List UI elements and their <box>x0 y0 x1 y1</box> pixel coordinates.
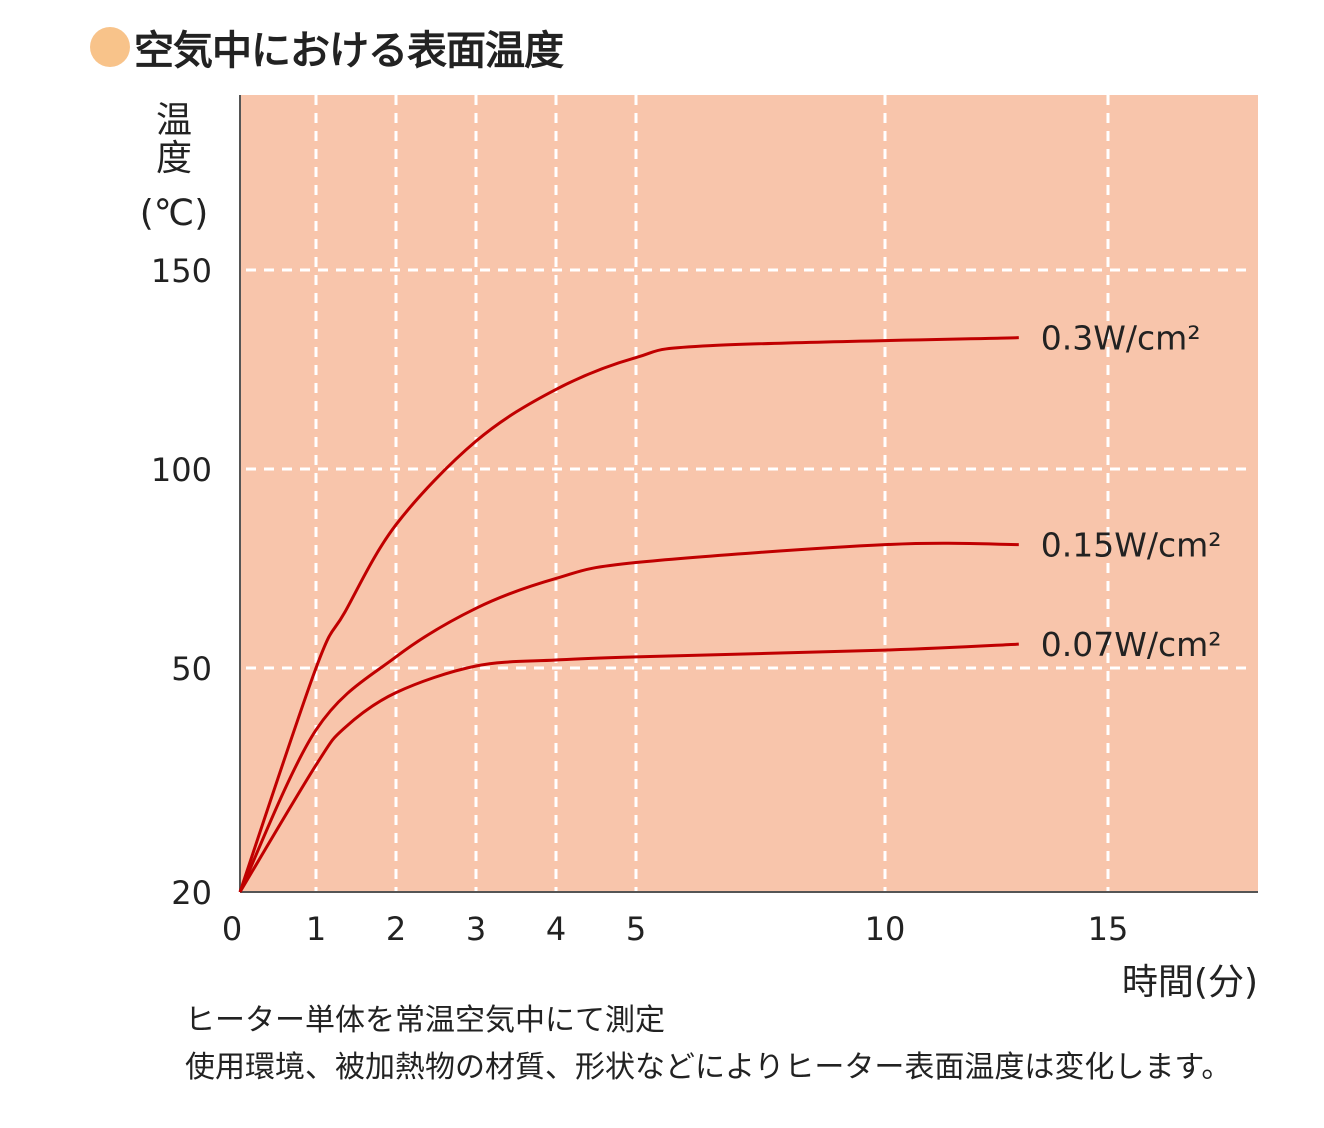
x-tick-label: 2 <box>386 910 406 948</box>
y-axis-label: 度 <box>156 138 192 179</box>
title-text: 空気中における表面温度 <box>134 28 564 74</box>
series-label: 0.15W/cm² <box>1041 526 1222 565</box>
series-label: 0.3W/cm² <box>1041 319 1201 358</box>
x-tick-label: 10 <box>865 910 906 948</box>
y-tick-label: 50 <box>171 650 212 688</box>
x-tick-label: 1 <box>306 910 326 948</box>
chart-title: 空気中における表面温度 <box>90 18 564 76</box>
y-axis-label: (℃) <box>140 193 209 234</box>
x-axis-label: 時間(分) <box>1122 962 1258 1003</box>
x-tick-label: 5 <box>626 910 646 948</box>
y-tick-label: 100 <box>151 451 212 489</box>
y-tick-label: 20 <box>171 874 212 912</box>
note-2: 使用環境、被加熱物の材質、形状などによりヒーター表面温度は変化します。 <box>185 1050 1232 1085</box>
series-line <box>238 541 1019 893</box>
y-axis-label: 温 <box>156 100 192 141</box>
series-line <box>238 336 1019 893</box>
title-bullet-icon <box>90 27 130 67</box>
x-tick-label: 4 <box>546 910 566 948</box>
series-label: 0.07W/cm² <box>1041 625 1222 664</box>
x-tick-label: 3 <box>466 910 486 948</box>
series-line <box>238 642 1019 893</box>
note-1: ヒーター単体を常温空気中にて測定 <box>185 1003 665 1038</box>
x-tick-label: 15 <box>1088 910 1129 948</box>
x-tick-label: 0 <box>222 910 242 948</box>
y-tick-label: 150 <box>151 252 212 290</box>
plot-area <box>240 95 1258 892</box>
